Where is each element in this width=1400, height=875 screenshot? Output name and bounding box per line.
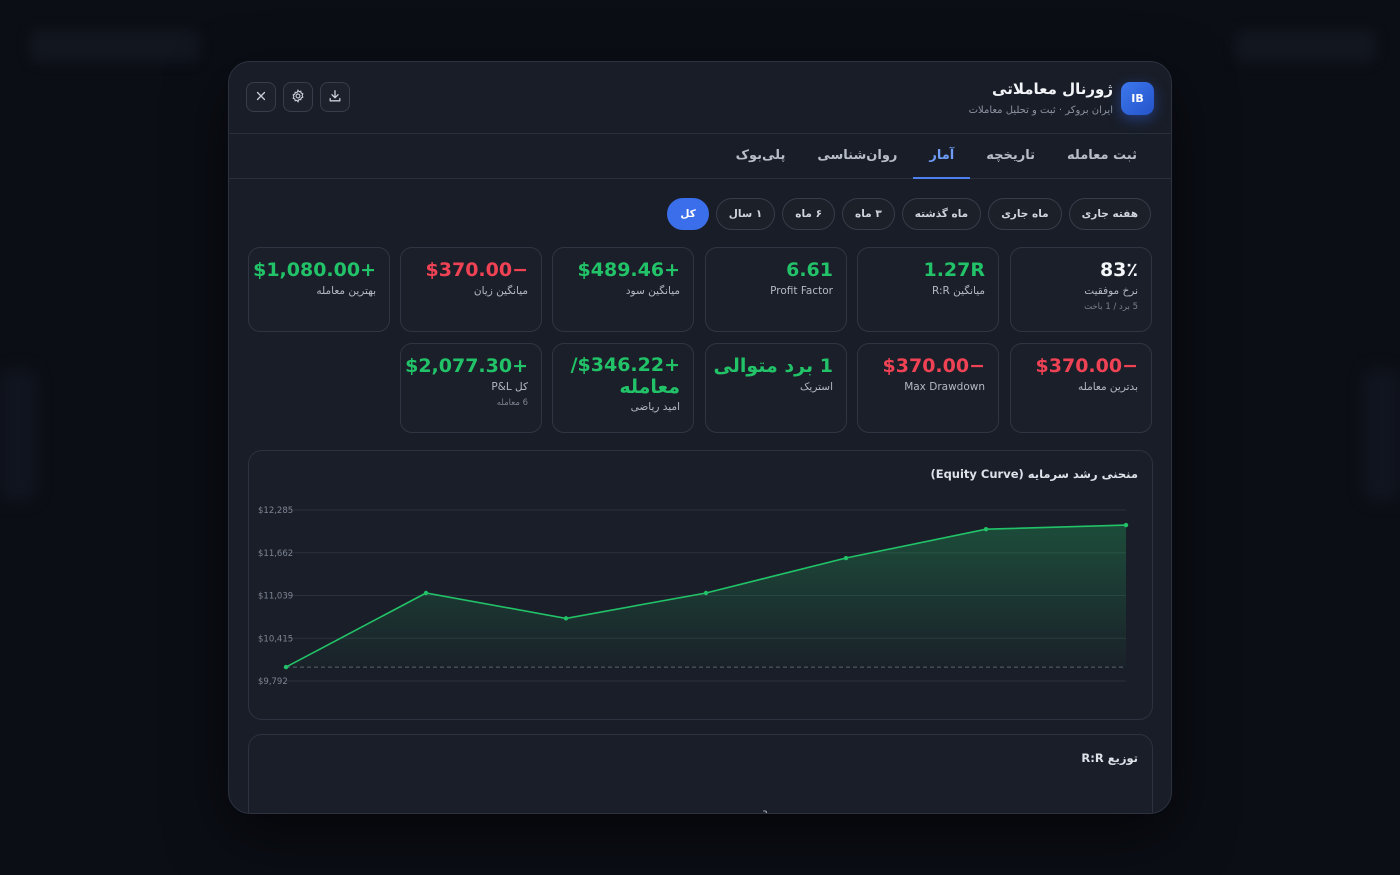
stat-label: میانگین سود: [625, 285, 680, 297]
stat-value: −$370.00: [1035, 355, 1138, 377]
period-filter-bar: هفته جاری ماه جاری ماه گذشته ۳ ماه ۶ ماه…: [667, 198, 1151, 230]
close-button[interactable]: [246, 82, 276, 112]
tab-history[interactable]: تاریخچه: [986, 148, 1036, 163]
filter-current-week[interactable]: هفته جاری: [1068, 198, 1151, 230]
stat-card-worst-trade: −$370.00 بدترین معامله: [1010, 343, 1152, 433]
filter-last-month[interactable]: ماه گذشته: [901, 198, 982, 230]
background-blur-left: [30, 30, 200, 62]
stat-card-avg-loss: −$370.00 میانگین زیان: [400, 247, 542, 332]
stat-sub: 5 برد / 1 باخت: [1084, 302, 1138, 312]
stat-label: استریک: [800, 381, 833, 393]
modal-header: IB ژورنال معاملاتی ایران بروکر · ثبت و ت…: [229, 62, 1171, 134]
stat-card-avg-rr: 1.27R میانگین R:R: [857, 247, 999, 332]
stat-card-max-drawdown: −$370.00 Max Drawdown: [857, 343, 999, 433]
tab-psychology[interactable]: روان‌شناسی: [817, 148, 898, 163]
stat-value: 83٪: [1099, 259, 1138, 281]
download-button[interactable]: [320, 82, 350, 112]
app-subtitle: ایران بروکر · ثبت و تحلیل معاملات: [968, 105, 1113, 116]
stat-label: نرخ موفقیت: [1084, 285, 1138, 297]
stat-label: بدترین معامله: [1077, 381, 1138, 393]
trading-journal-modal: IB ژورنال معاملاتی ایران بروکر · ثبت و ت…: [228, 61, 1172, 814]
filter-1-year[interactable]: ۱ سال: [715, 198, 776, 230]
equity-point: [843, 555, 849, 561]
stat-value: +$2,077.30: [405, 355, 528, 377]
rr-distribution-panel: توزیع R:R 3: [248, 734, 1153, 814]
rr-bar-label: 3: [762, 810, 767, 814]
settings-button[interactable]: [283, 82, 313, 112]
tab-stats[interactable]: آمار: [913, 134, 971, 179]
stat-label: امید ریاضی: [630, 401, 680, 413]
equity-point: [563, 616, 569, 621]
y-tick-label: $9,792: [258, 677, 288, 687]
gear-icon: [291, 88, 305, 107]
stat-card-streak: 1 برد متوالی استریک: [705, 343, 847, 433]
stat-card-win-rate: 83٪ نرخ موفقیت 5 برد / 1 باخت: [1010, 247, 1152, 332]
background-side-right: [1364, 370, 1400, 500]
background-side-left: [0, 370, 36, 500]
filter-6-months[interactable]: ۶ ماه: [782, 198, 835, 230]
tab-playbook[interactable]: پلی‌بوک: [735, 148, 786, 163]
download-icon: [328, 88, 342, 107]
equity-point: [283, 664, 289, 670]
stat-value: 6.61: [786, 259, 833, 281]
stat-label: میانگین R:R: [931, 285, 985, 297]
rr-distribution-chart: 3: [762, 810, 767, 814]
equity-point: [1123, 522, 1129, 528]
stat-sub: 6 معامله: [496, 398, 528, 408]
rr-distribution-title: توزیع R:R: [1081, 751, 1138, 765]
stat-label: میانگین زیان: [473, 285, 528, 297]
filter-3-months[interactable]: ۳ ماه: [842, 198, 895, 230]
stat-value: −$370.00: [425, 259, 528, 281]
y-tick-label: $12,285: [258, 506, 293, 516]
stat-value: +$1,080.00: [253, 259, 376, 281]
equity-curve-title: منحنی رشد سرمایه (Equity Curve): [930, 467, 1138, 481]
filter-all[interactable]: کل: [667, 198, 709, 230]
stat-label: Max Drawdown: [904, 381, 985, 393]
app-title: ژورنال معاملاتی: [992, 80, 1113, 98]
stat-value: +$346.22/معامله: [570, 354, 680, 398]
tab-bar: ثبت معامله تاریخچه آمار روان‌شناسی پلی‌ب…: [229, 134, 1171, 179]
filter-current-month[interactable]: ماه جاری: [988, 198, 1062, 230]
y-tick-label: $11,662: [258, 549, 293, 559]
equity-curve-chart: $12,285 $11,662 $11,039 $10,415 $9,792: [258, 506, 1129, 687]
equity-point: [423, 590, 429, 596]
stat-card-best-trade: +$1,080.00 بهترین معامله: [248, 247, 390, 332]
tab-new-trade[interactable]: ثبت معامله: [1067, 148, 1137, 163]
equity-area: [286, 525, 1126, 668]
stat-card-expectancy: +$346.22/معامله امید ریاضی: [552, 343, 694, 433]
equity-point: [703, 590, 709, 596]
y-tick-label: $11,039: [258, 592, 293, 602]
y-tick-label: $10,415: [258, 634, 293, 644]
stat-label: Profit Factor: [770, 285, 833, 297]
stat-label: کل P&L: [491, 381, 528, 393]
stat-value: +$489.46: [577, 259, 680, 281]
stat-card-total-pnl: +$2,077.30 کل P&L 6 معامله: [400, 343, 542, 433]
stat-card-avg-profit: +$489.46 میانگین سود: [552, 247, 694, 332]
stat-value: 1 برد متوالی: [713, 355, 833, 377]
close-icon: [254, 88, 268, 107]
stat-value: 1.27R: [923, 259, 985, 281]
equity-point: [983, 527, 989, 532]
stat-card-profit-factor: 6.61 Profit Factor: [705, 247, 847, 332]
equity-curve-panel: منحنی رشد سرمایه (Equity Curve) $12,285 $…: [248, 450, 1153, 720]
stat-value: −$370.00: [882, 355, 985, 377]
app-logo: IB: [1121, 82, 1154, 115]
stat-label: بهترین معامله: [316, 285, 376, 297]
background-blur-right: [1236, 30, 1376, 62]
